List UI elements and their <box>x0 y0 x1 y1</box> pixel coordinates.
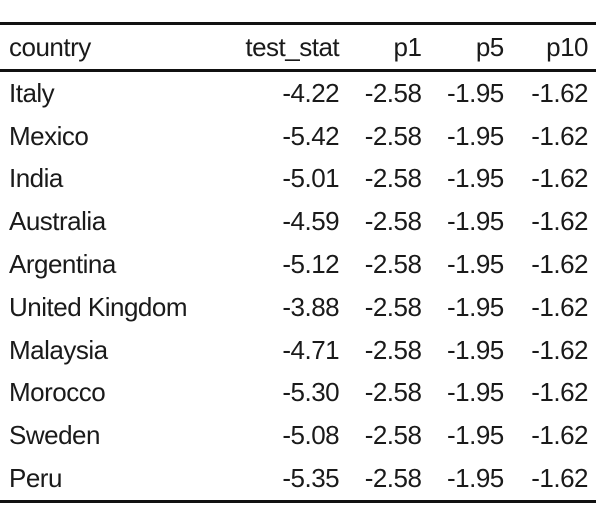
test-stat-cell: -4.59 <box>282 206 340 237</box>
p5-cell: -1.95 <box>447 77 504 108</box>
p5-cell: -1.95 <box>447 291 504 322</box>
p1-cell: -2.58 <box>364 291 422 322</box>
p1-cell: -2.58 <box>364 77 422 108</box>
test-stat-cell: -5.01 <box>282 163 340 194</box>
header-row: country test_stat p1 p5 p10 <box>0 23 596 71</box>
p1-cell: -2.58 <box>364 420 422 451</box>
table-row: Morocco -5.30 -2.58 -1.95 -1.62 <box>0 372 596 415</box>
p5-cell: -1.95 <box>447 463 504 494</box>
country-cell: United Kingdom <box>9 291 187 322</box>
test-stat-cell: -4.22 <box>282 77 340 108</box>
country-cell: Malaysia <box>9 334 108 365</box>
p5-cell: -1.95 <box>447 206 504 237</box>
table-body: Italy -4.22 -2.58 -1.95 -1.62 Mexico -5.42 -2.5… <box>0 71 596 502</box>
p1-cell: -2.58 <box>364 377 422 408</box>
table-row: India -5.01 -2.58 -1.95 -1.62 <box>0 158 596 201</box>
p5-cell: -1.95 <box>447 249 504 280</box>
table-row: Malaysia -4.71 -2.58 -1.95 -1.62 <box>0 329 596 372</box>
test-stat-cell: -5.12 <box>282 249 340 280</box>
p5-cell: -1.95 <box>447 420 504 451</box>
column-header-p10: p10 <box>546 31 588 62</box>
table-row: Sweden -5.08 -2.58 -1.95 -1.62 <box>0 414 596 457</box>
p10-cell: -1.62 <box>531 420 588 451</box>
p5-cell: -1.95 <box>447 120 504 151</box>
p10-cell: -1.62 <box>531 120 588 151</box>
table-row: Argentina -5.12 -2.58 -1.95 -1.62 <box>0 243 596 286</box>
column-header-test-stat: test_stat <box>245 31 340 62</box>
country-cell: Italy <box>9 77 55 108</box>
p10-cell: -1.62 <box>531 163 588 194</box>
column-header-country: country <box>9 31 91 62</box>
column-header-p1: p1 <box>393 31 422 62</box>
test-stat-cell: -5.30 <box>282 377 340 408</box>
test-stat-cell: -5.35 <box>282 463 340 494</box>
country-cell: Mexico <box>9 120 89 151</box>
country-cell: Argentina <box>9 249 116 280</box>
p5-cell: -1.95 <box>447 334 504 365</box>
table-row: Italy -4.22 -2.58 -1.95 -1.62 <box>0 71 596 115</box>
country-cell: Peru <box>9 463 62 494</box>
test-stat-cell: -5.42 <box>282 120 340 151</box>
p10-cell: -1.62 <box>531 206 588 237</box>
table-row: United Kingdom -3.88 -2.58 -1.95 -1.62 <box>0 286 596 329</box>
p10-cell: -1.62 <box>531 334 588 365</box>
p1-cell: -2.58 <box>364 463 422 494</box>
table-row: Mexico -5.42 -2.58 -1.95 -1.62 <box>0 115 596 158</box>
test-stat-cell: -4.71 <box>282 334 340 365</box>
p1-cell: -2.58 <box>364 120 422 151</box>
p10-cell: -1.62 <box>531 463 588 494</box>
table-row: Australia -4.59 -2.58 -1.95 -1.62 <box>0 200 596 243</box>
country-cell: Sweden <box>9 420 100 451</box>
p5-cell: -1.95 <box>447 377 504 408</box>
table-header: country test_stat p1 p5 p10 <box>0 23 596 71</box>
p5-cell: -1.95 <box>447 163 504 194</box>
country-cell: Australia <box>9 206 106 237</box>
results-table: country test_stat p1 p5 p10 Italy -4.22 -2.58-… <box>0 22 596 503</box>
test-stat-cell: -5.08 <box>282 420 340 451</box>
p1-cell: -2.58 <box>364 334 422 365</box>
p1-cell: -2.58 <box>364 163 422 194</box>
p10-cell: -1.62 <box>531 377 588 408</box>
p10-cell: -1.62 <box>531 249 588 280</box>
p1-cell: -2.58 <box>364 249 422 280</box>
country-cell: Morocco <box>9 377 106 408</box>
p10-cell: -1.62 <box>531 291 588 322</box>
column-header-p5: p5 <box>475 31 504 62</box>
table-row: Peru -5.35 -2.58 -1.95 -1.62 <box>0 457 596 502</box>
p1-cell: -2.58 <box>364 206 422 237</box>
test-stat-cell: -3.88 <box>282 291 340 322</box>
p10-cell: -1.62 <box>531 77 588 108</box>
country-cell: India <box>9 163 63 194</box>
